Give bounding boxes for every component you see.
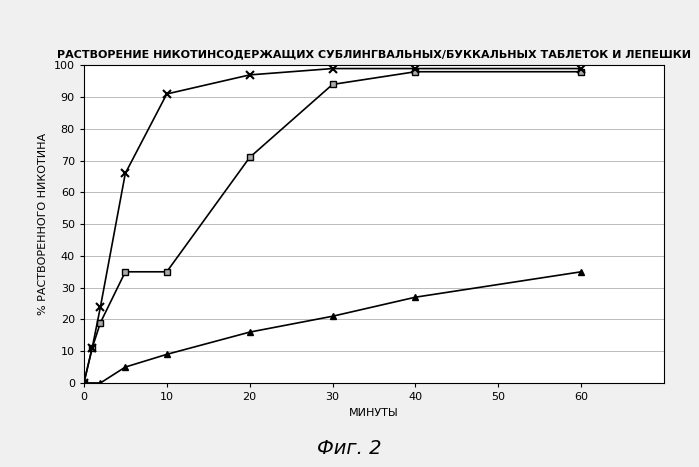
Сублингвальная
таблетка MICROTAB (121, 269, 129, 275)
Сублингвальная/буккальная
таблетка по изобретению (329, 66, 337, 71)
Y-axis label: % РАСТВОРЕННОГО НИКОТИНА: % РАСТВОРЕННОГО НИКОТИНА (38, 133, 48, 315)
X-axis label: МИНУТЫ: МИНУТЫ (349, 408, 399, 417)
Сублингвальная/буккальная
таблетка по изобретению (80, 380, 88, 386)
Лепешка COMMIT (163, 352, 171, 357)
Лепешка COMMIT (121, 364, 129, 370)
Сублингвальная
таблетка MICROTAB (329, 82, 337, 87)
Сублингвальная/буккальная
таблетка по изобретению (577, 66, 585, 71)
Text: Фиг. 2: Фиг. 2 (317, 439, 382, 458)
Сублингвальная/буккальная
таблетка по изобретению (411, 66, 419, 71)
Сублингвальная
таблетка MICROTAB (88, 345, 96, 351)
Сублингвальная/буккальная
таблетка по изобретению (245, 72, 254, 78)
Лепешка COMMIT (329, 313, 337, 319)
Сублингвальная
таблетка MICROTAB (80, 380, 88, 386)
Лепешка COMMIT (411, 294, 419, 300)
Сублингвальная/буккальная
таблетка по изобретению (96, 304, 105, 310)
Сублингвальная/буккальная
таблетка по изобретению (163, 91, 171, 97)
Title: РАСТВОРЕНИЕ НИКОТИНСОДЕРЖАЩИХ СУБЛИНГВАЛЬНЫХ/БУККАЛЬНЫХ ТАБЛЕТОК И ЛЕПЕШКИ: РАСТВОРЕНИЕ НИКОТИНСОДЕРЖАЩИХ СУБЛИНГВАЛ… (57, 49, 691, 59)
Line: Лепешка COMMIT: Лепешка COMMIT (80, 269, 584, 386)
Сублингвальная/буккальная
таблетка по изобретению (88, 345, 96, 351)
Лепешка COMMIT (245, 329, 254, 335)
Сублингвальная
таблетка MICROTAB (163, 269, 171, 275)
Лепешка COMMIT (80, 380, 88, 386)
Line: Сублингвальная/буккальная
таблетка по изобретению: Сублингвальная/буккальная таблетка по из… (80, 64, 585, 387)
Сублингвальная
таблетка MICROTAB (577, 69, 585, 75)
Лепешка COMMIT (96, 380, 105, 386)
Сублингвальная/буккальная
таблетка по изобретению (121, 170, 129, 176)
Сублингвальная
таблетка MICROTAB (96, 320, 105, 325)
Сублингвальная
таблетка MICROTAB (411, 69, 419, 75)
Line: Сублингвальная
таблетка MICROTAB: Сублингвальная таблетка MICROTAB (81, 69, 584, 386)
Лепешка COMMIT (577, 269, 585, 275)
Сублингвальная
таблетка MICROTAB (245, 155, 254, 160)
